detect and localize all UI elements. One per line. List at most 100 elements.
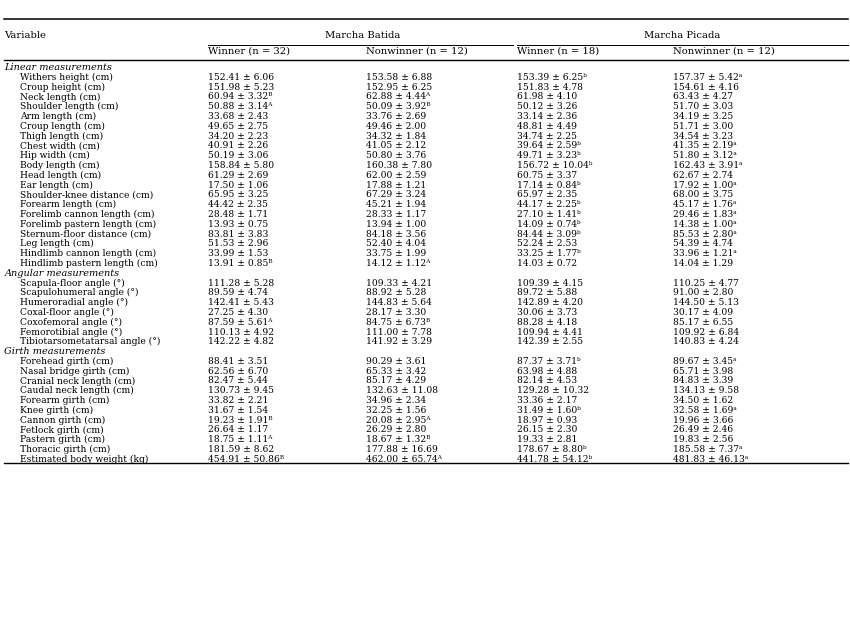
Text: 481.83 ± 46.13ᵃ: 481.83 ± 46.13ᵃ bbox=[673, 455, 749, 464]
Text: 19.96 ± 3.66: 19.96 ± 3.66 bbox=[673, 416, 734, 425]
Text: 27.25 ± 4.30: 27.25 ± 4.30 bbox=[208, 308, 269, 317]
Text: 26.64 ± 1.17: 26.64 ± 1.17 bbox=[208, 425, 269, 435]
Text: 62.88 ± 4.44ᴬ: 62.88 ± 4.44ᴬ bbox=[366, 93, 429, 101]
Text: 34.20 ± 2.23: 34.20 ± 2.23 bbox=[208, 132, 269, 140]
Text: 32.25 ± 1.56: 32.25 ± 1.56 bbox=[366, 406, 426, 415]
Text: 144.50 ± 5.13: 144.50 ± 5.13 bbox=[673, 298, 740, 307]
Text: 84.18 ± 3.56: 84.18 ± 3.56 bbox=[366, 229, 426, 239]
Text: 153.39 ± 6.25ᵇ: 153.39 ± 6.25ᵇ bbox=[517, 73, 586, 82]
Text: 151.98 ± 5.23: 151.98 ± 5.23 bbox=[208, 83, 275, 91]
Text: 31.67 ± 1.54: 31.67 ± 1.54 bbox=[208, 406, 269, 415]
Text: 62.56 ± 6.70: 62.56 ± 6.70 bbox=[208, 367, 269, 375]
Text: 89.67 ± 3.45ᵃ: 89.67 ± 3.45ᵃ bbox=[673, 357, 737, 366]
Text: 52.24 ± 2.53: 52.24 ± 2.53 bbox=[517, 239, 577, 248]
Text: 51.71 ± 3.00: 51.71 ± 3.00 bbox=[673, 122, 734, 131]
Text: Chest width (cm): Chest width (cm) bbox=[20, 141, 99, 151]
Text: 88.28 ± 4.18: 88.28 ± 4.18 bbox=[517, 318, 577, 327]
Text: Estimated body weight (kg): Estimated body weight (kg) bbox=[20, 455, 148, 464]
Text: Femorotibial angle (°): Femorotibial angle (°) bbox=[20, 328, 122, 336]
Text: 154.61 ± 4.16: 154.61 ± 4.16 bbox=[673, 83, 740, 91]
Text: 13.91 ± 0.85ᴮ: 13.91 ± 0.85ᴮ bbox=[208, 259, 273, 268]
Text: 84.75 ± 6.73ᴮ: 84.75 ± 6.73ᴮ bbox=[366, 318, 430, 327]
Text: 85.17 ± 4.29: 85.17 ± 4.29 bbox=[366, 377, 426, 386]
Text: 82.47 ± 5.44: 82.47 ± 5.44 bbox=[208, 377, 268, 386]
Text: 34.96 ± 2.34: 34.96 ± 2.34 bbox=[366, 396, 426, 405]
Text: 41.05 ± 2.12: 41.05 ± 2.12 bbox=[366, 141, 426, 151]
Text: 61.29 ± 2.69: 61.29 ± 2.69 bbox=[208, 171, 269, 180]
Text: 26.15 ± 2.30: 26.15 ± 2.30 bbox=[517, 425, 577, 435]
Text: 142.41 ± 5.43: 142.41 ± 5.43 bbox=[208, 298, 274, 307]
Text: 462.00 ± 65.74ᴬ: 462.00 ± 65.74ᴬ bbox=[366, 455, 441, 464]
Text: 109.39 ± 4.15: 109.39 ± 4.15 bbox=[517, 278, 583, 287]
Text: 17.14 ± 0.84ᵇ: 17.14 ± 0.84ᵇ bbox=[517, 181, 581, 190]
Text: 26.29 ± 2.80: 26.29 ± 2.80 bbox=[366, 425, 426, 435]
Text: Marcha Picada: Marcha Picada bbox=[644, 32, 721, 40]
Text: 30.17 ± 4.09: 30.17 ± 4.09 bbox=[673, 308, 734, 317]
Text: 33.25 ± 1.77ᵇ: 33.25 ± 1.77ᵇ bbox=[517, 249, 581, 258]
Text: Coxal-floor angle (°): Coxal-floor angle (°) bbox=[20, 308, 113, 317]
Text: 17.92 ± 1.00ᵃ: 17.92 ± 1.00ᵃ bbox=[673, 181, 737, 190]
Text: 49.65 ± 2.75: 49.65 ± 2.75 bbox=[208, 122, 269, 131]
Text: Tibiotarsometatarsal angle (°): Tibiotarsometatarsal angle (°) bbox=[20, 337, 160, 346]
Text: 157.37 ± 5.42ᵃ: 157.37 ± 5.42ᵃ bbox=[673, 73, 743, 82]
Text: Croup height (cm): Croup height (cm) bbox=[20, 83, 105, 92]
Text: Nonwinner (n = 12): Nonwinner (n = 12) bbox=[366, 47, 468, 55]
Text: 33.82 ± 2.21: 33.82 ± 2.21 bbox=[208, 396, 269, 405]
Text: 181.59 ± 8.62: 181.59 ± 8.62 bbox=[208, 445, 275, 454]
Text: 63.43 ± 4.27: 63.43 ± 4.27 bbox=[673, 93, 734, 101]
Text: 142.39 ± 2.55: 142.39 ± 2.55 bbox=[517, 337, 583, 346]
Text: 88.92 ± 5.28: 88.92 ± 5.28 bbox=[366, 289, 426, 297]
Text: 34.19 ± 3.25: 34.19 ± 3.25 bbox=[673, 112, 734, 121]
Text: 84.83 ± 3.39: 84.83 ± 3.39 bbox=[673, 377, 734, 386]
Text: 109.94 ± 4.41: 109.94 ± 4.41 bbox=[517, 328, 582, 336]
Text: 140.83 ± 4.24: 140.83 ± 4.24 bbox=[673, 337, 739, 346]
Text: 65.71 ± 3.98: 65.71 ± 3.98 bbox=[673, 367, 734, 375]
Text: Linear measurements: Linear measurements bbox=[4, 63, 112, 72]
Text: 156.72 ± 10.04ᵇ: 156.72 ± 10.04ᵇ bbox=[517, 161, 592, 170]
Text: 152.95 ± 6.25: 152.95 ± 6.25 bbox=[366, 83, 432, 91]
Text: Body length (cm): Body length (cm) bbox=[20, 161, 99, 170]
Text: 13.94 ± 1.00: 13.94 ± 1.00 bbox=[366, 220, 426, 229]
Text: 33.75 ± 1.99: 33.75 ± 1.99 bbox=[366, 249, 426, 258]
Text: 441.78 ± 54.12ᵇ: 441.78 ± 54.12ᵇ bbox=[517, 455, 592, 464]
Text: Scapula-floor angle (°): Scapula-floor angle (°) bbox=[20, 278, 124, 288]
Text: Arm length (cm): Arm length (cm) bbox=[20, 112, 96, 121]
Text: 50.80 ± 3.76: 50.80 ± 3.76 bbox=[366, 151, 426, 160]
Text: Scapulohumeral angle (°): Scapulohumeral angle (°) bbox=[20, 289, 138, 297]
Text: 33.14 ± 2.36: 33.14 ± 2.36 bbox=[517, 112, 577, 121]
Text: 85.53 ± 2.80ᵃ: 85.53 ± 2.80ᵃ bbox=[673, 229, 737, 239]
Text: 111.28 ± 5.28: 111.28 ± 5.28 bbox=[208, 278, 275, 287]
Text: Ear length (cm): Ear length (cm) bbox=[20, 181, 93, 190]
Text: Coxofemoral angle (°): Coxofemoral angle (°) bbox=[20, 318, 122, 327]
Text: 141.92 ± 3.29: 141.92 ± 3.29 bbox=[366, 337, 432, 346]
Text: 30.06 ± 3.73: 30.06 ± 3.73 bbox=[517, 308, 577, 317]
Text: Thoracic girth (cm): Thoracic girth (cm) bbox=[20, 445, 110, 454]
Text: Winner (n = 18): Winner (n = 18) bbox=[517, 47, 599, 55]
Text: 134.13 ± 9.58: 134.13 ± 9.58 bbox=[673, 386, 740, 395]
Text: 109.92 ± 6.84: 109.92 ± 6.84 bbox=[673, 328, 740, 336]
Text: Girth measurements: Girth measurements bbox=[4, 347, 105, 356]
Text: 17.50 ± 1.06: 17.50 ± 1.06 bbox=[208, 181, 269, 190]
Text: Pastern girth (cm): Pastern girth (cm) bbox=[20, 435, 105, 444]
Text: 34.74 ± 2.25: 34.74 ± 2.25 bbox=[517, 132, 577, 140]
Text: 109.33 ± 4.21: 109.33 ± 4.21 bbox=[366, 278, 432, 287]
Text: 33.76 ± 2.69: 33.76 ± 2.69 bbox=[366, 112, 426, 121]
Text: 50.12 ± 3.26: 50.12 ± 3.26 bbox=[517, 102, 577, 111]
Text: 51.70 ± 3.03: 51.70 ± 3.03 bbox=[673, 102, 734, 111]
Text: 90.29 ± 3.61: 90.29 ± 3.61 bbox=[366, 357, 426, 366]
Text: 87.37 ± 3.71ᵇ: 87.37 ± 3.71ᵇ bbox=[517, 357, 581, 366]
Text: 142.89 ± 4.20: 142.89 ± 4.20 bbox=[517, 298, 583, 307]
Text: 18.75 ± 1.11ᴬ: 18.75 ± 1.11ᴬ bbox=[208, 435, 273, 444]
Text: 52.40 ± 4.04: 52.40 ± 4.04 bbox=[366, 239, 426, 248]
Text: Sternum-floor distance (cm): Sternum-floor distance (cm) bbox=[20, 229, 150, 239]
Text: Nasal bridge girth (cm): Nasal bridge girth (cm) bbox=[20, 367, 129, 376]
Text: 84.44 ± 3.09ᵇ: 84.44 ± 3.09ᵇ bbox=[517, 229, 581, 239]
Text: 49.46 ± 2.00: 49.46 ± 2.00 bbox=[366, 122, 426, 131]
Text: 178.67 ± 8.80ᵇ: 178.67 ± 8.80ᵇ bbox=[517, 445, 586, 454]
Text: 27.10 ± 1.41ᵇ: 27.10 ± 1.41ᵇ bbox=[517, 210, 581, 219]
Text: 45.17 ± 1.76ᵃ: 45.17 ± 1.76ᵃ bbox=[673, 200, 737, 209]
Text: 153.58 ± 6.88: 153.58 ± 6.88 bbox=[366, 73, 432, 82]
Text: 87.59 ± 5.61ᴬ: 87.59 ± 5.61ᴬ bbox=[208, 318, 273, 327]
Text: 65.97 ± 2.35: 65.97 ± 2.35 bbox=[517, 190, 577, 199]
Text: 62.67 ± 2.74: 62.67 ± 2.74 bbox=[673, 171, 734, 180]
